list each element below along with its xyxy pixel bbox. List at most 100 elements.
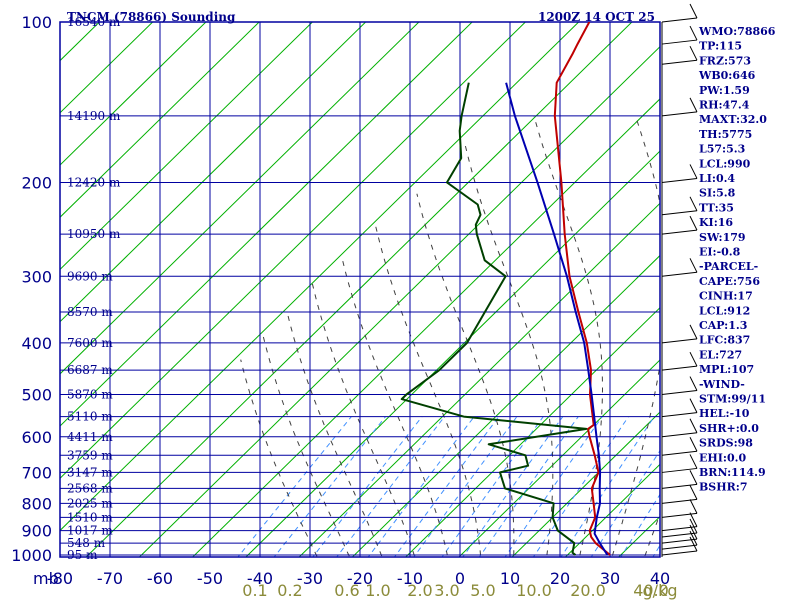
wind-barb-flag (689, 258, 698, 273)
isotherm-line (60, 22, 420, 375)
isotherm-line (60, 22, 260, 218)
profile-lines (400, 22, 611, 556)
mixing-ratio-label: 0.6 (334, 581, 359, 600)
index-label: CAPE:756 (699, 275, 760, 288)
mixing-ratio-line (336, 416, 445, 557)
isotherm-line (60, 22, 314, 271)
pressure-tick-label: 800 (21, 494, 52, 513)
mixing-ratio-label: 20.0 (570, 581, 606, 600)
isotherm-line (245, 150, 660, 557)
wind-barb-flag (689, 518, 698, 534)
isotherm-line (60, 22, 580, 532)
wind-barb-flag (689, 437, 698, 452)
index-label: -PARCEL- (699, 260, 758, 273)
wind-barb-flag (689, 324, 698, 340)
plot-frame (59, 21, 661, 558)
wind-barb-staff (661, 271, 698, 277)
height-label: 10950 m (67, 227, 121, 241)
height-label: 16540 m (67, 15, 121, 29)
height-label: 6687 m (67, 363, 113, 377)
isotherm-line (138, 45, 660, 557)
wind-barb-staff (661, 177, 698, 183)
isotherm-line (60, 22, 154, 114)
height-label: 12420 m (67, 175, 121, 189)
mixing-ratio-label: 40.0 (633, 581, 669, 600)
parcel-profile (505, 82, 609, 556)
height-label: 5110 m (67, 410, 113, 424)
index-label: WB0:646 (698, 69, 756, 82)
temperature-tick-label: -10 (397, 569, 423, 588)
index-label: CINH:17 (699, 290, 753, 303)
wind-barb-staff (661, 550, 698, 556)
isotherm-line (60, 22, 527, 479)
temperature-tick-label: -50 (197, 569, 223, 588)
wind-barb-flag (689, 512, 698, 527)
wind-barb-staff (661, 365, 698, 371)
isotherm-line (458, 359, 660, 557)
height-label: 95 m (67, 548, 98, 562)
wind-barb-staff (661, 210, 698, 216)
height-label: 3759 m (67, 448, 113, 462)
temperature-tick-label: 20 (550, 569, 570, 588)
height-label: 2568 m (67, 481, 113, 495)
temperature-tick-label: -60 (147, 569, 173, 588)
mixing-ratio-label: 0.1 (242, 581, 267, 600)
mixing-ratio-line (312, 416, 423, 557)
pressure-unit-label: mb (33, 569, 59, 588)
index-label: WMO:78866 (698, 25, 776, 38)
index-label: TH:5775 (699, 128, 752, 141)
mixing-ratio-line (413, 416, 518, 557)
index-label: BSHR:7 (699, 481, 748, 494)
index-label: LI:0.4 (699, 172, 735, 185)
height-label: 7600 m (67, 336, 113, 350)
wind-barb-flag (689, 3, 698, 19)
pressure-tick-label: 400 (21, 334, 52, 353)
wind-barb-flag (689, 470, 698, 485)
index-label: LFC:837 (699, 334, 750, 347)
temperature-tick-label: -20 (347, 569, 373, 588)
mixing-ratio-line (652, 544, 660, 557)
temperature-tick-label: 40 (650, 569, 670, 588)
isotherm-line (60, 22, 473, 427)
pressure-tick-label: 700 (21, 463, 52, 482)
index-label: TT:35 (699, 201, 734, 214)
isotherm-line (60, 22, 207, 166)
temperature-tick-label: -30 (297, 569, 323, 588)
index-label: L57:5.3 (699, 143, 745, 156)
wind-barb-flag (689, 25, 698, 41)
temperature-tick-label: 10 (500, 569, 520, 588)
index-label: EL:727 (699, 348, 742, 361)
mixing-ratio-line (367, 416, 475, 557)
moist-adiabat-line (311, 283, 416, 557)
wind-barb-flag (689, 351, 698, 367)
isotherm-line (404, 306, 660, 557)
isotherm-line (85, 22, 633, 557)
isotherm-line (564, 463, 660, 557)
wind-barb-staff (661, 59, 698, 65)
wind-barb-flag (689, 164, 698, 179)
pressure-tick-label: 300 (21, 267, 52, 286)
wind-barb-staff (661, 412, 698, 418)
mixing-ratio-label: 10.0 (516, 581, 552, 600)
height-label: 8570 m (67, 305, 113, 319)
wind-barb-flag (689, 536, 698, 552)
wind-barb-flag (689, 485, 698, 500)
wind-barb-staff (661, 498, 698, 504)
temperature-tick-label: -40 (247, 569, 273, 588)
wind-barb-flag (689, 215, 698, 231)
temperature-tick-label: 30 (600, 569, 620, 588)
height-label: 548 m (67, 536, 106, 550)
mixing-ratio-line (393, 416, 500, 557)
wind-barb-flag (689, 530, 698, 546)
pressure-tick-label: 1000 (11, 546, 52, 565)
moist-adiabat-line (464, 144, 554, 557)
wind-barb-flag (689, 398, 698, 413)
index-label: SRDS:98 (699, 437, 753, 450)
height-label: 9690 m (67, 269, 113, 283)
index-label: MPL:107 (699, 363, 754, 376)
index-label: EI:-0.8 (699, 246, 741, 259)
index-label: TP:115 (699, 40, 742, 53)
